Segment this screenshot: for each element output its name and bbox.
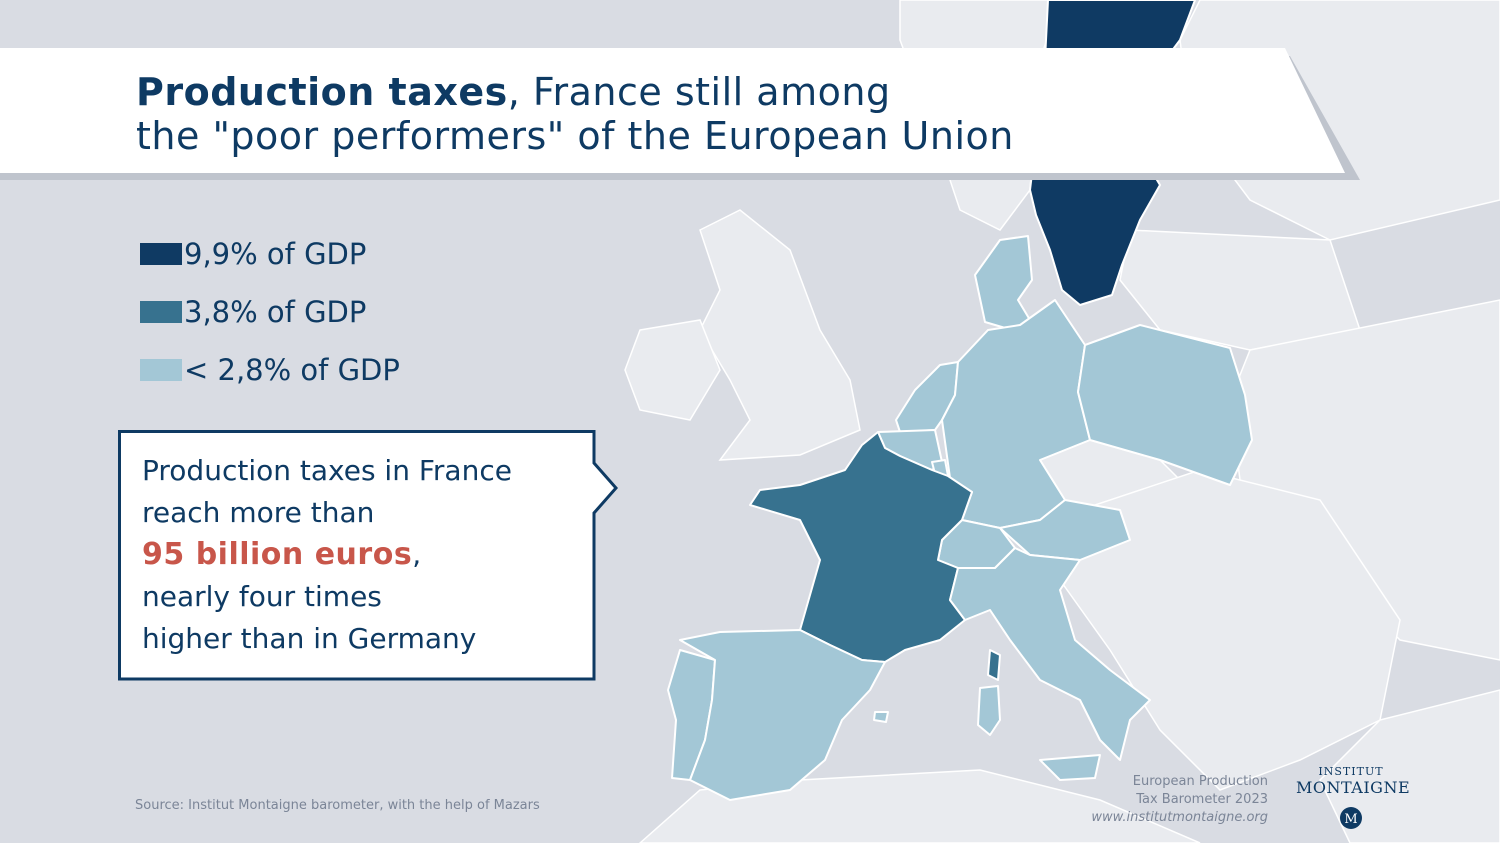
title-banner-shape — [0, 48, 1360, 180]
barometer-note: European Production Tax Barometer 2023 w… — [1091, 773, 1268, 827]
callout-line5: higher than in Germany — [142, 622, 477, 655]
legend-swatch-high — [140, 243, 182, 265]
legend-item-low: < 2,8% of GDP — [140, 341, 400, 399]
balearic-islands — [873, 711, 889, 723]
legend-label-high: 9,9% of GDP — [184, 237, 367, 271]
legend-item-mid: 3,8% of GDP — [140, 283, 400, 341]
ireland-land — [624, 319, 721, 421]
legend-label-low: < 2,8% of GDP — [184, 353, 400, 387]
barometer-url: www.institutmontaigne.org — [1091, 810, 1268, 825]
callout-line1: Production taxes in France — [142, 454, 512, 487]
callout-highlight: 95 billion euros — [142, 537, 413, 572]
institut-montaigne-logo: INSTITUT MONTAIGNE M — [1296, 765, 1411, 830]
balkans-land — [1049, 469, 1401, 791]
barometer-line1: European Production — [1132, 774, 1268, 789]
corsica-region — [987, 649, 1001, 681]
sicily-region — [1039, 754, 1101, 781]
legend-swatch-low — [140, 359, 182, 381]
italy-region — [949, 547, 1151, 761]
sardinia-region — [977, 685, 1001, 736]
map-legend: 9,9% of GDP 3,8% of GDP < 2,8% of GDP — [140, 225, 400, 399]
title-strong: Production taxes — [136, 70, 508, 114]
logo-top-text: INSTITUT — [1318, 765, 1384, 778]
svg-text:M: M — [1344, 812, 1357, 827]
legend-label-mid: 3,8% of GDP — [184, 295, 367, 329]
turkey-land — [1319, 689, 1500, 843]
source-note: Source: Institut Montaigne barometer, wi… — [135, 798, 540, 813]
callout-line2: reach more than — [142, 496, 375, 529]
callout-shape — [118, 430, 618, 681]
france-region — [749, 431, 973, 663]
title-rest: , France still among — [507, 70, 891, 114]
legend-swatch-mid — [140, 301, 182, 323]
poland-region — [1077, 324, 1253, 486]
callout-line4: nearly four times — [142, 580, 382, 613]
legend-item-high: 9,9% of GDP — [140, 225, 400, 283]
callout-text: Production taxes in France reach more th… — [142, 450, 512, 660]
denmark-region — [974, 235, 1033, 331]
page-title: Production taxes, France still among the… — [136, 70, 1014, 158]
logo-main-text: MONTAIGNE — [1296, 778, 1411, 797]
logo-seal-icon: M — [1340, 807, 1362, 829]
callout-highlight-suffix: , — [412, 538, 422, 571]
other-countries — [624, 0, 1500, 843]
title-banner — [0, 48, 1360, 183]
spain-region — [679, 629, 886, 801]
callout-box: Production taxes in France reach more th… — [118, 430, 618, 681]
title-line2: the "poor performers" of the European Un… — [136, 114, 1014, 158]
uk-land — [699, 209, 861, 461]
barometer-line2: Tax Barometer 2023 — [1136, 792, 1268, 807]
